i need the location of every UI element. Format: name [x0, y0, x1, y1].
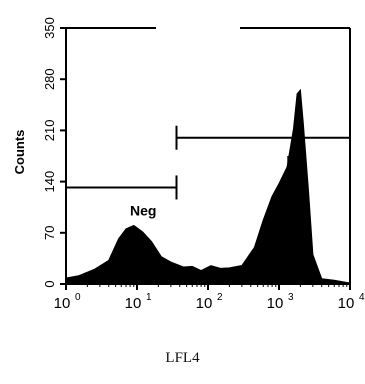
y-tick-label: 350 [42, 17, 57, 39]
y-tick-label: 70 [42, 226, 57, 240]
y-axis-label: Counts [12, 130, 27, 175]
x-tick-label: 10 [54, 295, 71, 312]
x-tick-exponent: 2 [217, 292, 223, 303]
series-layer [65, 88, 351, 285]
y-tick-label: 140 [42, 171, 57, 193]
gate-label-neg: Neg [130, 202, 156, 218]
y-tick-label: 210 [42, 120, 57, 142]
y-tick-label: 0 [42, 280, 57, 287]
y-axis: 0 70 140 210 280 350 [42, 17, 66, 288]
x-tick-label: 10 [338, 295, 355, 312]
x-tick-exponent: 3 [288, 292, 294, 303]
x-axis: 10 0 10 1 10 2 10 3 10 4 [54, 284, 365, 312]
x-axis-label: LFL4 [165, 350, 200, 366]
histogram-area [65, 88, 351, 285]
y-tick-label: 280 [42, 68, 57, 90]
x-tick-exponent: 1 [146, 292, 152, 303]
gate-label-pos: Po [286, 153, 304, 169]
x-tick-exponent: 0 [75, 292, 81, 303]
x-tick-label: 10 [267, 295, 284, 312]
x-tick-exponent: 4 [359, 292, 365, 303]
x-tick-label: 10 [125, 295, 142, 312]
gates-layer: Neg Po [66, 125, 350, 218]
x-tick-label: 10 [196, 295, 213, 312]
